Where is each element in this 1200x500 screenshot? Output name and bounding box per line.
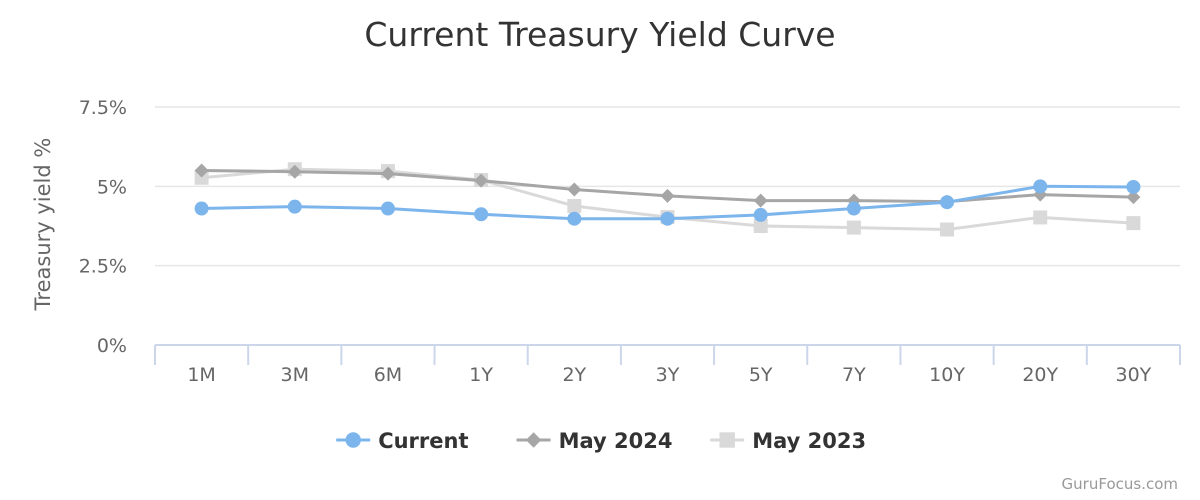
data-point[interactable]	[846, 201, 861, 216]
data-point[interactable]	[567, 182, 582, 197]
data-point[interactable]	[846, 220, 861, 235]
data-point[interactable]	[1126, 190, 1141, 205]
legend-label: May 2024	[559, 429, 673, 453]
grid-lines	[155, 106, 1180, 267]
y-tick-label: 5%	[97, 176, 127, 198]
data-point[interactable]	[194, 163, 209, 178]
x-axis: 1M 3M 6M 1Y 2Y 3Y 5Y 7Y 10Y 20Y 30Y	[154, 344, 1181, 386]
y-tick-label: 0%	[97, 335, 127, 357]
data-point[interactable]	[194, 201, 209, 216]
data-point[interactable]	[194, 170, 209, 185]
data-point[interactable]	[753, 193, 768, 208]
data-point[interactable]	[474, 207, 489, 222]
series-lines	[194, 162, 1141, 237]
x-tick-label: 3M	[281, 364, 309, 386]
legend-label: Current	[378, 429, 468, 453]
x-tick-label: 5Y	[749, 364, 773, 386]
legend-marker	[525, 432, 542, 448]
legend-label: May 2023	[752, 429, 866, 453]
chart-title: Current Treasury Yield Curve	[364, 15, 835, 54]
legend-marker	[345, 432, 361, 448]
legend-item-current[interactable]: Current	[336, 429, 469, 453]
data-point[interactable]	[287, 164, 302, 179]
x-tick-label: 6M	[374, 364, 402, 386]
data-point[interactable]	[380, 166, 395, 181]
legend: Current May 2024 May 2023	[336, 429, 866, 453]
x-tick-label: 1M	[187, 364, 215, 386]
data-point[interactable]	[753, 219, 768, 233]
data-point[interactable]	[940, 195, 955, 210]
data-point[interactable]	[1126, 179, 1141, 194]
legend-item-may-2024[interactable]: May 2024	[516, 429, 673, 453]
legend-item-may-2023[interactable]: May 2023	[710, 429, 866, 453]
data-point[interactable]	[1126, 216, 1141, 231]
data-point[interactable]	[753, 207, 768, 222]
legend-marker	[719, 432, 735, 448]
y-tick-label: 7.5%	[79, 97, 127, 119]
data-point[interactable]	[567, 211, 582, 226]
x-tick-label: 30Y	[1116, 364, 1152, 386]
y-axis-label: Treasury yield %	[31, 138, 55, 312]
y-axis-ticks: 0% 2.5% 5% 7.5%	[79, 97, 127, 357]
data-point[interactable]	[474, 173, 489, 188]
x-tick-label: 2Y	[562, 364, 586, 386]
x-tick-label: 20Y	[1022, 364, 1058, 386]
data-point[interactable]	[660, 188, 675, 203]
x-tick-label: 3Y	[656, 364, 680, 386]
data-point[interactable]	[1033, 210, 1048, 225]
x-tick-label: 1Y	[469, 364, 493, 386]
data-point[interactable]	[1033, 179, 1048, 194]
x-tick-label: 7Y	[842, 364, 866, 386]
x-tick-label: 10Y	[929, 364, 965, 386]
data-point[interactable]	[287, 199, 302, 214]
data-point[interactable]	[660, 211, 675, 226]
credit-text[interactable]: GuruFocus.com	[1062, 475, 1178, 493]
y-tick-label: 2.5%	[79, 256, 127, 278]
data-point[interactable]	[567, 199, 582, 214]
data-point[interactable]	[380, 201, 395, 216]
data-point[interactable]	[940, 222, 955, 237]
series-current	[194, 179, 1141, 226]
